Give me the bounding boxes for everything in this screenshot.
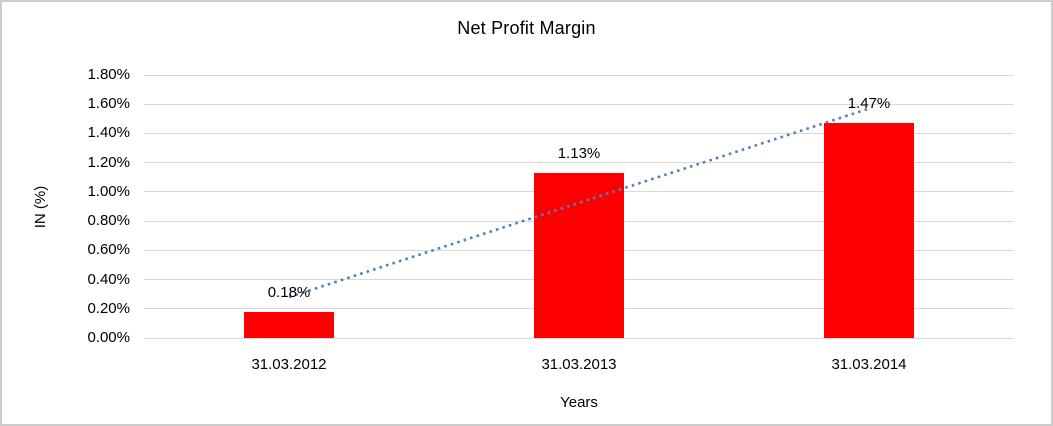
- y-tick-label: 0.80%: [87, 212, 130, 230]
- y-tick-label: 1.80%: [87, 66, 130, 83]
- bar: [824, 123, 914, 338]
- y-tick-label: 0.00%: [87, 329, 130, 346]
- y-tick-label: 0.60%: [87, 241, 130, 259]
- bar: [244, 311, 334, 338]
- bar-value-label: 0.18%: [267, 283, 311, 301]
- gridline: [144, 337, 1014, 339]
- y-tick-label: 1.60%: [87, 95, 130, 113]
- bar: [534, 172, 624, 338]
- y-tick-label: 0.40%: [87, 270, 130, 288]
- x-tick-label: 31.03.2014: [831, 356, 907, 373]
- x-tick-label: 31.03.2012: [251, 356, 327, 373]
- y-tick-label: 1.40%: [87, 124, 130, 142]
- chart-title: Net Profit Margin: [457, 18, 596, 38]
- bar-value-label: 1.13%: [557, 144, 601, 162]
- gridline: [144, 103, 1014, 105]
- x-axis-title: Years: [560, 394, 598, 411]
- y-tick-label: 1.00%: [87, 182, 130, 200]
- y-tick-label: 1.20%: [87, 153, 130, 171]
- y-tick-label: 0.20%: [87, 299, 130, 317]
- x-tick-label: 31.03.2013: [541, 356, 617, 373]
- gridline: [144, 74, 1014, 76]
- bar-value-label: 1.47%: [847, 95, 891, 113]
